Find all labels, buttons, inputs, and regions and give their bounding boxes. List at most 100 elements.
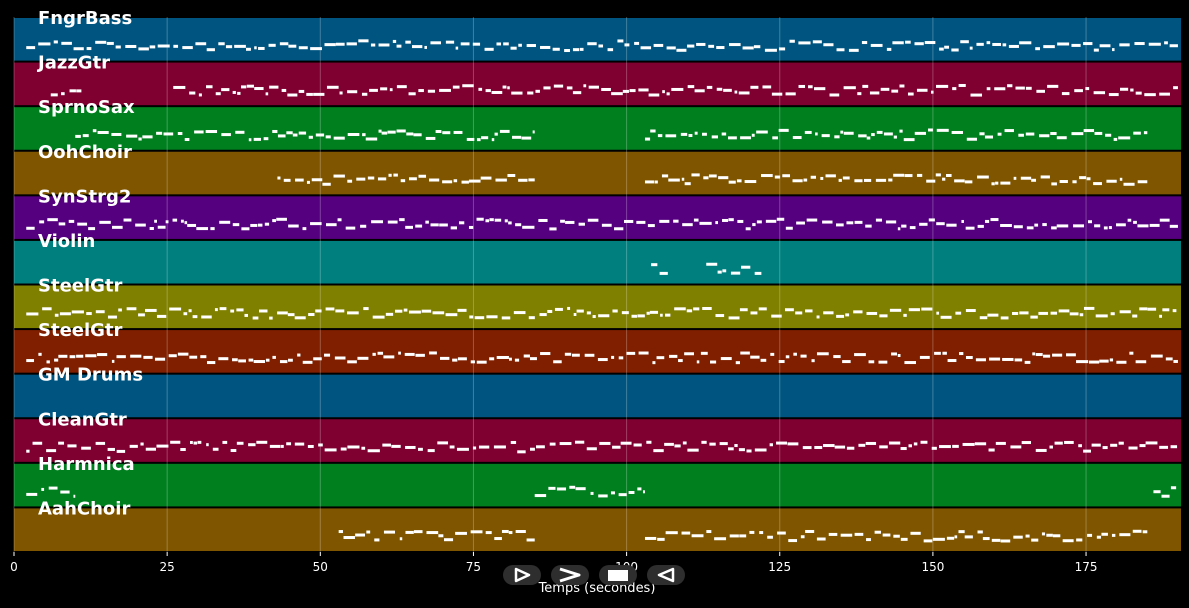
- note: [1050, 311, 1058, 315]
- note: [644, 536, 657, 540]
- note: [696, 360, 700, 364]
- note: [277, 311, 288, 315]
- note: [85, 354, 97, 358]
- note: [1031, 538, 1039, 542]
- note: [1143, 131, 1148, 135]
- note: [1013, 176, 1017, 180]
- note: [495, 178, 507, 182]
- note: [693, 307, 700, 311]
- note: [684, 182, 691, 186]
- note: [687, 44, 695, 48]
- note: [476, 138, 481, 142]
- note: [1015, 86, 1025, 90]
- note: [1086, 177, 1091, 181]
- note: [1106, 179, 1117, 183]
- note: [210, 227, 215, 231]
- track-band-9: [14, 419, 1181, 462]
- note: [665, 134, 677, 138]
- note: [1046, 533, 1053, 537]
- note: [825, 174, 836, 178]
- rewind-button[interactable]: [647, 565, 685, 585]
- note: [802, 446, 812, 450]
- note: [715, 221, 719, 225]
- note: [1133, 131, 1141, 135]
- note: [601, 223, 612, 227]
- note: [874, 530, 881, 534]
- note: [326, 223, 337, 227]
- play-button[interactable]: [503, 565, 541, 585]
- note: [107, 447, 115, 451]
- note: [1013, 535, 1023, 539]
- note: [326, 85, 339, 89]
- note: [1105, 133, 1112, 137]
- note: [548, 486, 556, 490]
- track-notes-3: [277, 173, 1148, 186]
- note: [734, 90, 738, 94]
- note: [230, 309, 235, 313]
- note: [48, 486, 58, 490]
- note: [107, 315, 117, 319]
- note: [638, 351, 649, 355]
- note: [823, 311, 834, 315]
- note: [863, 178, 872, 182]
- note: [910, 531, 921, 535]
- note: [254, 87, 264, 91]
- note: [892, 41, 904, 45]
- note: [95, 40, 107, 44]
- note: [671, 87, 684, 91]
- note: [777, 531, 786, 535]
- note: [994, 87, 1006, 91]
- note: [126, 307, 137, 311]
- note: [816, 537, 826, 541]
- track-band-5: [14, 240, 1181, 284]
- note: [995, 181, 999, 185]
- note: [370, 43, 376, 47]
- note: [1025, 132, 1035, 136]
- note: [1119, 43, 1130, 47]
- note: [383, 355, 395, 359]
- note: [982, 537, 990, 541]
- note: [427, 449, 435, 453]
- note: [503, 42, 509, 46]
- note: [125, 44, 137, 48]
- note: [508, 221, 512, 225]
- note: [156, 131, 163, 135]
- note: [501, 316, 511, 320]
- note: [1025, 534, 1030, 538]
- note: [621, 311, 629, 315]
- track-band-7: [14, 330, 1181, 373]
- note: [313, 357, 322, 361]
- note: [540, 352, 551, 356]
- note: [302, 360, 313, 364]
- note: [716, 87, 723, 91]
- note: [640, 46, 652, 50]
- track-notes-6: [26, 306, 1177, 320]
- note: [169, 307, 182, 311]
- note: [939, 47, 944, 51]
- stop-button[interactable]: [599, 565, 637, 585]
- note: [620, 441, 632, 445]
- note: [710, 360, 717, 364]
- note: [302, 227, 307, 231]
- note: [398, 351, 401, 355]
- note: [854, 220, 863, 224]
- note: [75, 134, 81, 138]
- note: [170, 440, 181, 444]
- note: [512, 135, 522, 139]
- note: [936, 84, 949, 88]
- note: [1031, 178, 1037, 182]
- note: [866, 311, 878, 315]
- note: [504, 219, 508, 223]
- note: [975, 358, 986, 362]
- note: [687, 448, 699, 452]
- note: [942, 177, 946, 181]
- note: [381, 131, 388, 135]
- note: [1071, 132, 1084, 136]
- note: [372, 315, 385, 319]
- note: [796, 221, 805, 225]
- note: [383, 530, 395, 534]
- note: [875, 218, 883, 222]
- note: [992, 42, 1002, 46]
- note: [833, 355, 841, 359]
- forward-button[interactable]: [551, 565, 589, 585]
